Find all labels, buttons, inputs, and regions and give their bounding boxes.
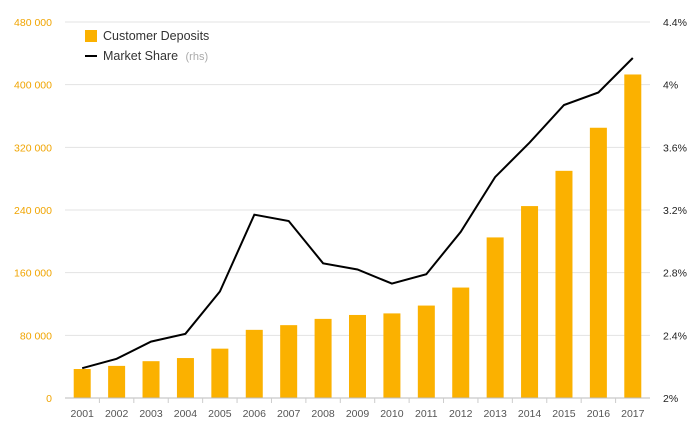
deposit-bar	[521, 206, 539, 398]
left-axis-ticks: 0 80 000 160 000 240 000 320 000 400 000 480 0…	[14, 17, 52, 405]
deposit-bar	[211, 348, 229, 398]
left-axis-tick-label: 160 000	[14, 268, 52, 280]
deposit-bar	[589, 127, 607, 398]
deposit-bar	[555, 170, 573, 398]
right-axis-tick-label: 4.4%	[663, 17, 687, 29]
x-axis-tick-label: 2003	[139, 408, 163, 420]
x-axis-tick-label: 2010	[380, 408, 404, 420]
deposit-bar	[176, 358, 194, 398]
legend-deposits-label: Customer Deposits	[103, 29, 209, 43]
deposit-bar	[314, 318, 332, 398]
left-axis-tick-label: 80 000	[20, 330, 52, 342]
x-axis-tick-label: 2005	[208, 408, 232, 420]
left-axis-tick-label: 320 000	[14, 142, 52, 154]
axes	[65, 397, 650, 403]
x-axis-tick-label: 2004	[174, 408, 198, 420]
market-share-line	[81, 57, 634, 370]
left-axis-tick-label: 0	[46, 393, 52, 405]
right-axis-tick-label: 2%	[663, 393, 678, 405]
legend: Customer Deposits Market Share (rhs)	[85, 29, 209, 63]
x-axis-tick-label: 2009	[346, 408, 370, 420]
x-axis-tick-label: 2015	[552, 408, 576, 420]
bars	[73, 74, 642, 398]
x-axis-tick-label: 2013	[483, 408, 507, 420]
deposit-bar	[245, 329, 263, 398]
left-axis-tick-label: 240 000	[14, 205, 52, 217]
x-axis-tick-label: 2006	[243, 408, 267, 420]
x-axis-tick-label: 2017	[621, 408, 645, 420]
left-axis-tick-label: 400 000	[14, 80, 52, 92]
legend-share-suffix: (rhs)	[186, 51, 209, 63]
x-axis-tick-label: 2008	[311, 408, 335, 420]
legend-share-label: Market Share (rhs)	[103, 49, 208, 63]
deposit-bar	[486, 237, 504, 398]
right-axis-tick-label: 2.4%	[663, 330, 687, 342]
right-axis-tick-label: 3.2%	[663, 205, 687, 217]
x-axis-tick-label: 2012	[449, 408, 473, 420]
deposit-bar	[108, 365, 126, 398]
deposit-bar	[73, 369, 91, 398]
right-axis-tick-label: 4%	[663, 80, 678, 92]
grid-lines	[65, 21, 650, 336]
deposit-bar	[624, 74, 642, 398]
right-axis-ticks: 2% 2.4% 2.8% 3.2% 3.6% 4% 4.4%	[663, 17, 687, 405]
x-axis-tick-label: 2016	[587, 408, 611, 420]
legend-deposits-swatch	[85, 30, 97, 42]
legend-share-name: Market Share	[103, 49, 178, 63]
left-axis-tick-label: 480 000	[14, 17, 52, 29]
right-axis-tick-label: 2.8%	[663, 268, 687, 280]
x-axis-tick-label: 2011	[415, 408, 438, 420]
x-axis-ticks: 2001 2002 2003 2004 2005 2006 2007 2008 2009 2010…	[71, 408, 645, 420]
deposit-bar	[417, 305, 435, 398]
market-share-line-layer	[81, 57, 634, 370]
deposit-bar	[383, 313, 401, 398]
deposit-bar	[280, 325, 298, 398]
deposit-bar	[142, 361, 160, 398]
deposit-bar	[452, 287, 470, 398]
x-axis-tick-label: 2007	[277, 408, 301, 420]
x-axis-tick-label: 2014	[518, 408, 542, 420]
x-axis-tick-label: 2002	[105, 408, 129, 420]
x-axis-tick-label: 2001	[71, 408, 95, 420]
deposit-bar	[349, 314, 366, 398]
right-axis-tick-label: 3.6%	[663, 142, 687, 154]
